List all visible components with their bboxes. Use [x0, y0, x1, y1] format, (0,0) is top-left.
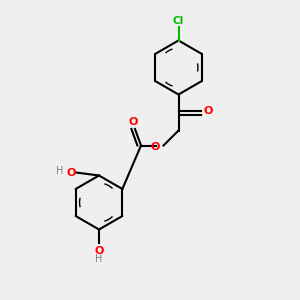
Text: O: O	[151, 142, 160, 152]
Text: H: H	[95, 254, 103, 263]
Text: H: H	[56, 166, 63, 176]
Text: O: O	[67, 167, 76, 178]
Text: O: O	[129, 117, 138, 127]
Text: O: O	[203, 106, 213, 116]
Text: O: O	[94, 246, 104, 256]
Text: Cl: Cl	[173, 16, 184, 26]
